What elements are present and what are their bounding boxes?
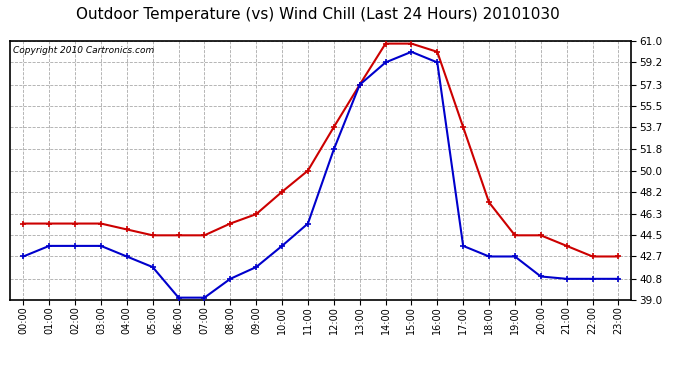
Text: Outdoor Temperature (vs) Wind Chill (Last 24 Hours) 20101030: Outdoor Temperature (vs) Wind Chill (Las… [75,8,560,22]
Text: Copyright 2010 Cartronics.com: Copyright 2010 Cartronics.com [14,46,155,56]
